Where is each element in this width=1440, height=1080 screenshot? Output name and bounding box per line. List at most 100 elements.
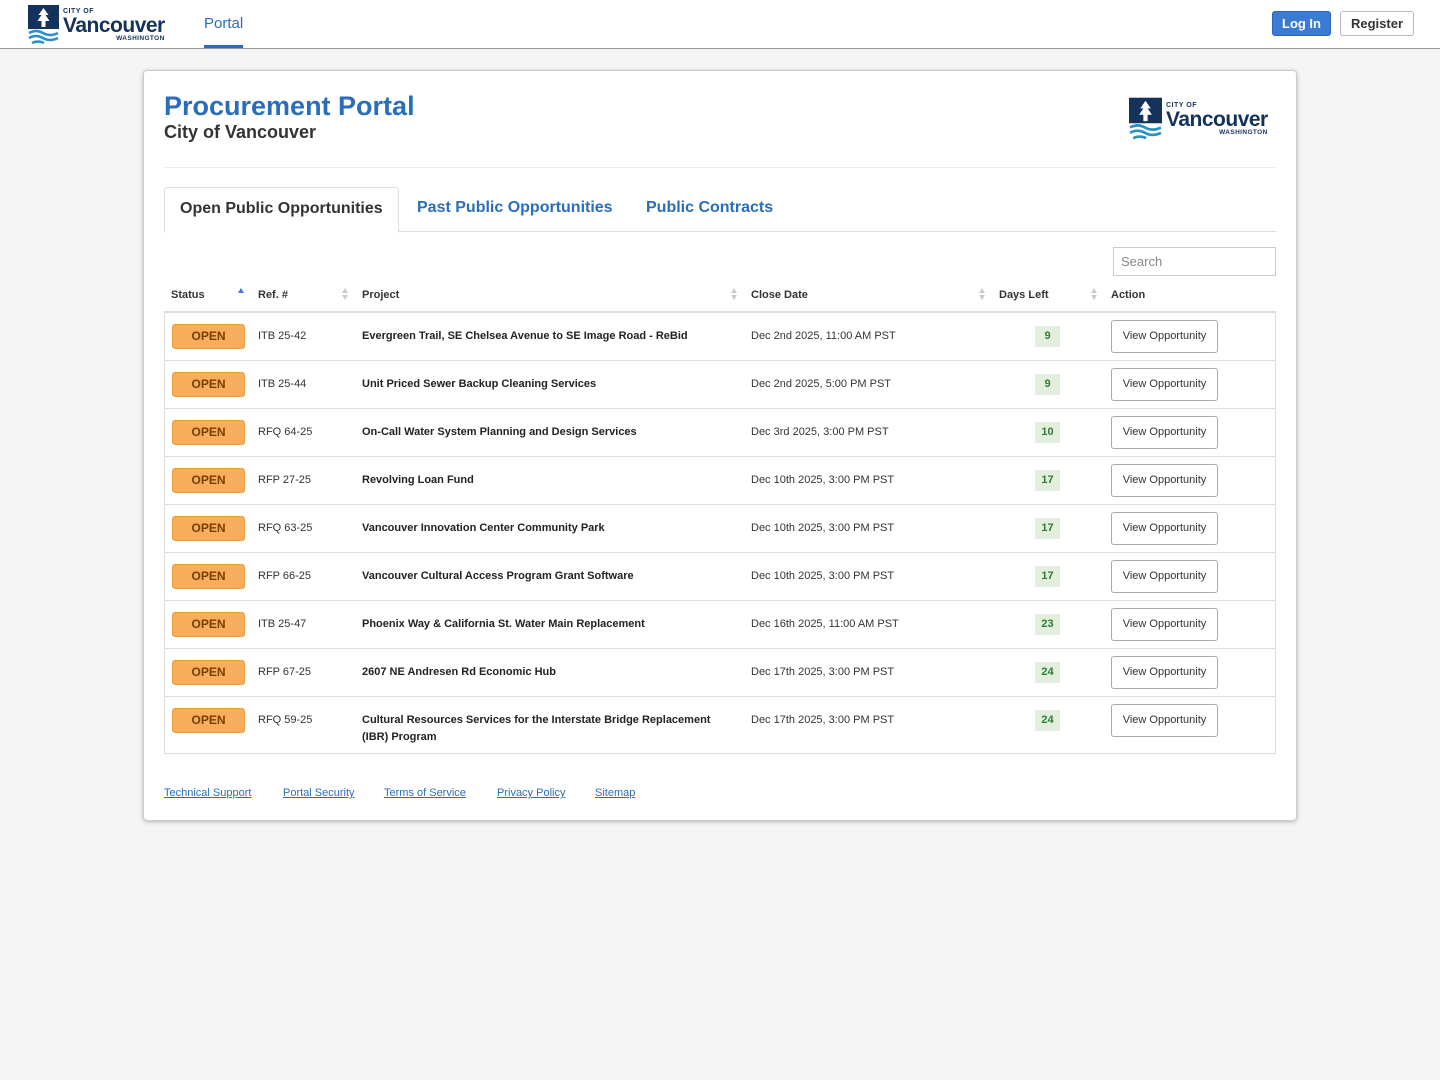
view-button[interactable]: View Opportunity [1111, 320, 1218, 353]
column-header[interactable]: Days Left [999, 289, 1049, 301]
footer-link[interactable]: Privacy Policy [497, 787, 566, 799]
sort-icon [342, 288, 348, 293]
close-date: Dec 2nd 2025, 5:00 PM PST [751, 378, 892, 390]
view-button[interactable]: View Opportunity [1111, 560, 1218, 593]
status-badge: OPEN [172, 420, 245, 445]
project-name: Unit Priced Sewer Backup Cleaning Servic… [362, 378, 597, 390]
ref-number: RFP 27-25 [258, 474, 311, 486]
column-header[interactable]: Ref. # [258, 289, 288, 301]
table-row: OPEN RFP 27-25 Revolving Loan Fund Dec 10th… [165, 457, 1275, 505]
close-date: Dec 17th 2025, 3:00 PM PST [751, 714, 895, 726]
status-badge: OPEN [172, 324, 245, 349]
top-nav: CITY OF Vancouver WASHINGTON Portal Log In… [0, 0, 1440, 49]
project-name: Phoenix Way & California St. Water Main … [362, 618, 645, 630]
sort-icon [342, 295, 348, 300]
tab[interactable]: Past Public Opportunities [417, 199, 613, 216]
ref-number: RFQ 64-25 [258, 426, 313, 438]
footer-link[interactable]: Terms of Service [384, 787, 466, 799]
footer-link[interactable]: Technical Support [164, 787, 252, 799]
tab-bar: Open Public Opportunities Past Public Op… [164, 187, 1276, 233]
table-row: OPEN RFQ 59-25 Cultural Resources Services… [165, 697, 1275, 753]
portal-card: Procurement Portal City of Vancouver CIT… [143, 70, 1297, 821]
logo-sub: WASHINGTON [116, 34, 165, 42]
sort-icon [1091, 288, 1097, 293]
logo-name: Vancouver [1166, 107, 1268, 131]
status-badge: OPEN [172, 564, 245, 589]
header-logo: CITY OF Vancouver WASHINGTON [1129, 97, 1268, 141]
status-badge: OPEN [172, 660, 245, 685]
logo-icon [1129, 97, 1162, 140]
sort-icon [979, 288, 985, 293]
days-left: 10 [1035, 422, 1060, 443]
login-button[interactable]: Log In [1272, 11, 1331, 36]
table-body: OPEN ITB 25-42 Evergreen Trail, SE Chelsea… [164, 311, 1276, 754]
project-name: Vancouver Cultural Access Program Grant … [362, 570, 634, 582]
view-button[interactable]: View Opportunity [1111, 464, 1218, 497]
status-badge: OPEN [172, 468, 245, 493]
register-button[interactable]: Register [1340, 11, 1414, 36]
table-row: OPEN RFP 66-25 Vancouver Cultural Access P… [165, 553, 1275, 601]
ref-number: RFQ 59-25 [258, 714, 313, 726]
close-date: Dec 16th 2025, 11:00 AM PST [751, 618, 899, 630]
days-left: 17 [1035, 518, 1060, 539]
footer-link[interactable]: Portal Security [283, 787, 355, 799]
divider [164, 167, 1276, 168]
project-name: Revolving Loan Fund [362, 474, 474, 486]
view-button[interactable]: View Opportunity [1111, 512, 1218, 545]
close-date: Dec 10th 2025, 3:00 PM PST [751, 474, 895, 486]
column-header[interactable]: Close Date [751, 289, 808, 301]
table-row: OPEN RFQ 63-25 Vancouver Innovation Center… [165, 505, 1275, 553]
days-left: 24 [1035, 662, 1060, 683]
ref-number: RFP 67-25 [258, 666, 311, 678]
view-button[interactable]: View Opportunity [1111, 368, 1218, 401]
column-header[interactable]: Status [171, 289, 205, 301]
logo-sub: WASHINGTON [1219, 128, 1268, 136]
view-button[interactable]: View Opportunity [1111, 656, 1218, 689]
tab[interactable]: Open Public Opportunities [164, 187, 399, 233]
status-badge: OPEN [172, 708, 245, 733]
nav-logo[interactable]: CITY OF Vancouver WASHINGTON [28, 5, 165, 45]
close-date: Dec 2nd 2025, 11:00 AM PST [751, 330, 896, 342]
nav-link[interactable]: Portal [204, 0, 244, 48]
close-date: Dec 3rd 2025, 3:00 PM PST [751, 426, 889, 438]
column-header[interactable]: Project [362, 289, 400, 301]
project-name: On-Call Water System Planning and Design… [362, 426, 637, 438]
table-row: OPEN RFQ 64-25 On-Call Water System Planni… [165, 409, 1275, 457]
page-title: Procurement Portal [164, 91, 415, 121]
table-row: OPEN ITB 25-42 Evergreen Trail, SE Chelsea… [165, 313, 1275, 361]
view-button[interactable]: View Opportunity [1111, 416, 1218, 449]
view-button[interactable]: View Opportunity [1111, 704, 1218, 737]
page-subtitle: City of Vancouver [164, 122, 317, 142]
footer-link[interactable]: Sitemap [595, 787, 636, 799]
days-left: 9 [1035, 326, 1060, 347]
column-header: Action [1111, 289, 1146, 301]
sort-icon [979, 295, 985, 300]
days-left: 9 [1035, 374, 1060, 395]
logo-icon [28, 5, 59, 45]
days-left: 17 [1035, 470, 1060, 491]
project-name: Vancouver Innovation Center Community Pa… [362, 522, 605, 534]
days-left: 24 [1035, 710, 1060, 731]
close-date: Dec 10th 2025, 3:00 PM PST [751, 522, 895, 534]
project-name: Cultural Resources Services for the Inte… [362, 714, 711, 743]
table-row: OPEN RFP 67-25 2607 NE Andresen Rd Economi… [165, 649, 1275, 697]
table-row: OPEN ITB 25-47 Phoenix Way & California St… [165, 601, 1275, 649]
logo-small: CITY OF [1166, 101, 1197, 109]
sort-icon [731, 295, 737, 300]
search-input[interactable]: Search [1113, 247, 1276, 276]
tab[interactable]: Public Contracts [646, 199, 774, 216]
view-button[interactable]: View Opportunity [1111, 608, 1218, 641]
table-row: OPEN ITB 25-44 Unit Priced Sewer Backup Cl… [165, 361, 1275, 409]
ref-number: ITB 25-47 [258, 618, 307, 630]
days-left: 23 [1035, 614, 1060, 635]
status-badge: OPEN [172, 516, 245, 541]
project-name: 2607 NE Andresen Rd Economic Hub [362, 666, 556, 678]
sort-icon [238, 288, 244, 293]
logo-name: Vancouver [63, 13, 165, 37]
status-badge: OPEN [172, 372, 245, 397]
ref-number: RFP 66-25 [258, 570, 311, 582]
logo-small: CITY OF [63, 7, 94, 15]
close-date: Dec 17th 2025, 3:00 PM PST [751, 666, 895, 678]
